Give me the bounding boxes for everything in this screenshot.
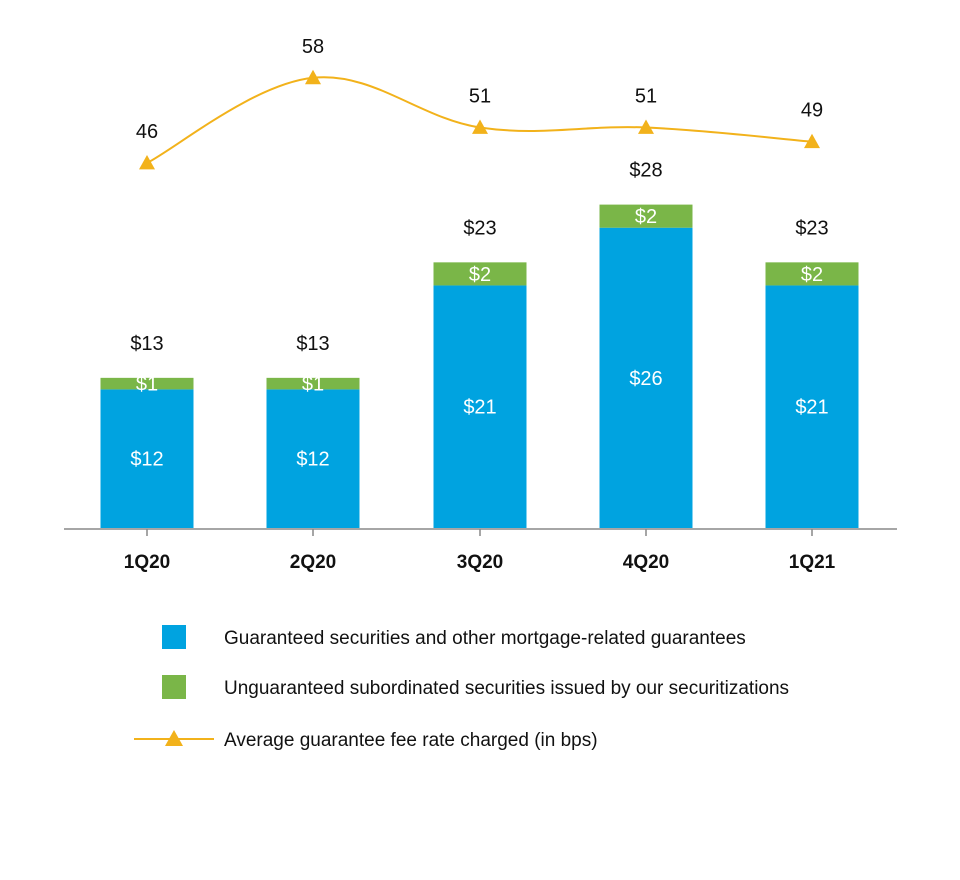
bar-total-label-1Q20: $13 [130,333,163,355]
bar-guaranteed-4Q20 [599,227,693,528]
bar-guaranteed-1Q20 [100,389,194,528]
legend-swatch-fee-rate-marker [165,730,183,746]
fee-rate-label-3Q20: 51 [469,86,491,108]
bar-total-label-1Q21: $23 [795,217,828,239]
legend-label-fee-rate: Average guarantee fee rate charged (in b… [224,730,598,751]
x-tick-label-4Q20: 4Q20 [623,552,669,573]
x-tick-label-3Q20: 3Q20 [457,552,503,573]
x-tick-label-1Q21: 1Q21 [789,552,836,573]
bar-unguaranteed-4Q20 [599,204,693,228]
bar-unguaranteed-1Q21 [765,262,859,286]
legend-label-unguaranteed: Unguaranteed subordinated securities iss… [224,678,789,699]
bar-total-label-3Q20: $23 [463,217,496,239]
legend-swatch-guaranteed [162,625,186,649]
bar-label-guaranteed-1Q21: $21 [795,397,828,419]
bar-label-unguaranteed-3Q20: $2 [469,264,491,286]
bar-total-label-2Q20: $13 [296,333,329,355]
fee-rate-point-1Q20 [139,155,155,170]
bar-label-unguaranteed-1Q20: $1 [136,374,158,396]
bar-label-guaranteed-3Q20: $21 [463,397,496,419]
fee-rate-label-1Q20: 46 [136,121,158,143]
bar-label-unguaranteed-1Q21: $2 [801,264,823,286]
bar-guaranteed-2Q20 [266,389,360,528]
fee-rate-point-3Q20 [472,119,488,134]
bar-unguaranteed-1Q20 [100,377,194,390]
fee-rate-point-1Q21 [804,133,820,149]
bar-total-label-4Q20: $28 [629,160,662,182]
fee-rate-label-4Q20: 51 [635,86,657,108]
bar-label-unguaranteed-2Q20: $1 [302,374,324,396]
bar-unguaranteed-2Q20 [266,377,360,390]
fee-rate-point-2Q20 [305,69,321,85]
legend-label-guaranteed: Guaranteed securities and other mortgage… [224,628,746,649]
x-tick-label-1Q20: 1Q20 [124,552,170,573]
bar-guaranteed-3Q20 [433,285,527,528]
x-tick-label-2Q20: 2Q20 [290,552,336,573]
bar-label-unguaranteed-4Q20: $2 [635,206,657,228]
legend-swatch-unguaranteed [162,675,186,699]
bar-label-guaranteed-1Q20: $12 [130,449,163,471]
bar-unguaranteed-3Q20 [433,262,527,286]
bar-guaranteed-1Q21 [765,285,859,528]
fee-rate-label-2Q20: 58 [302,36,324,58]
bar-label-guaranteed-4Q20: $26 [629,368,662,390]
fee-rate-label-1Q21: 49 [801,100,823,122]
bar-label-guaranteed-2Q20: $12 [296,449,329,471]
fee-rate-point-4Q20 [638,119,654,134]
